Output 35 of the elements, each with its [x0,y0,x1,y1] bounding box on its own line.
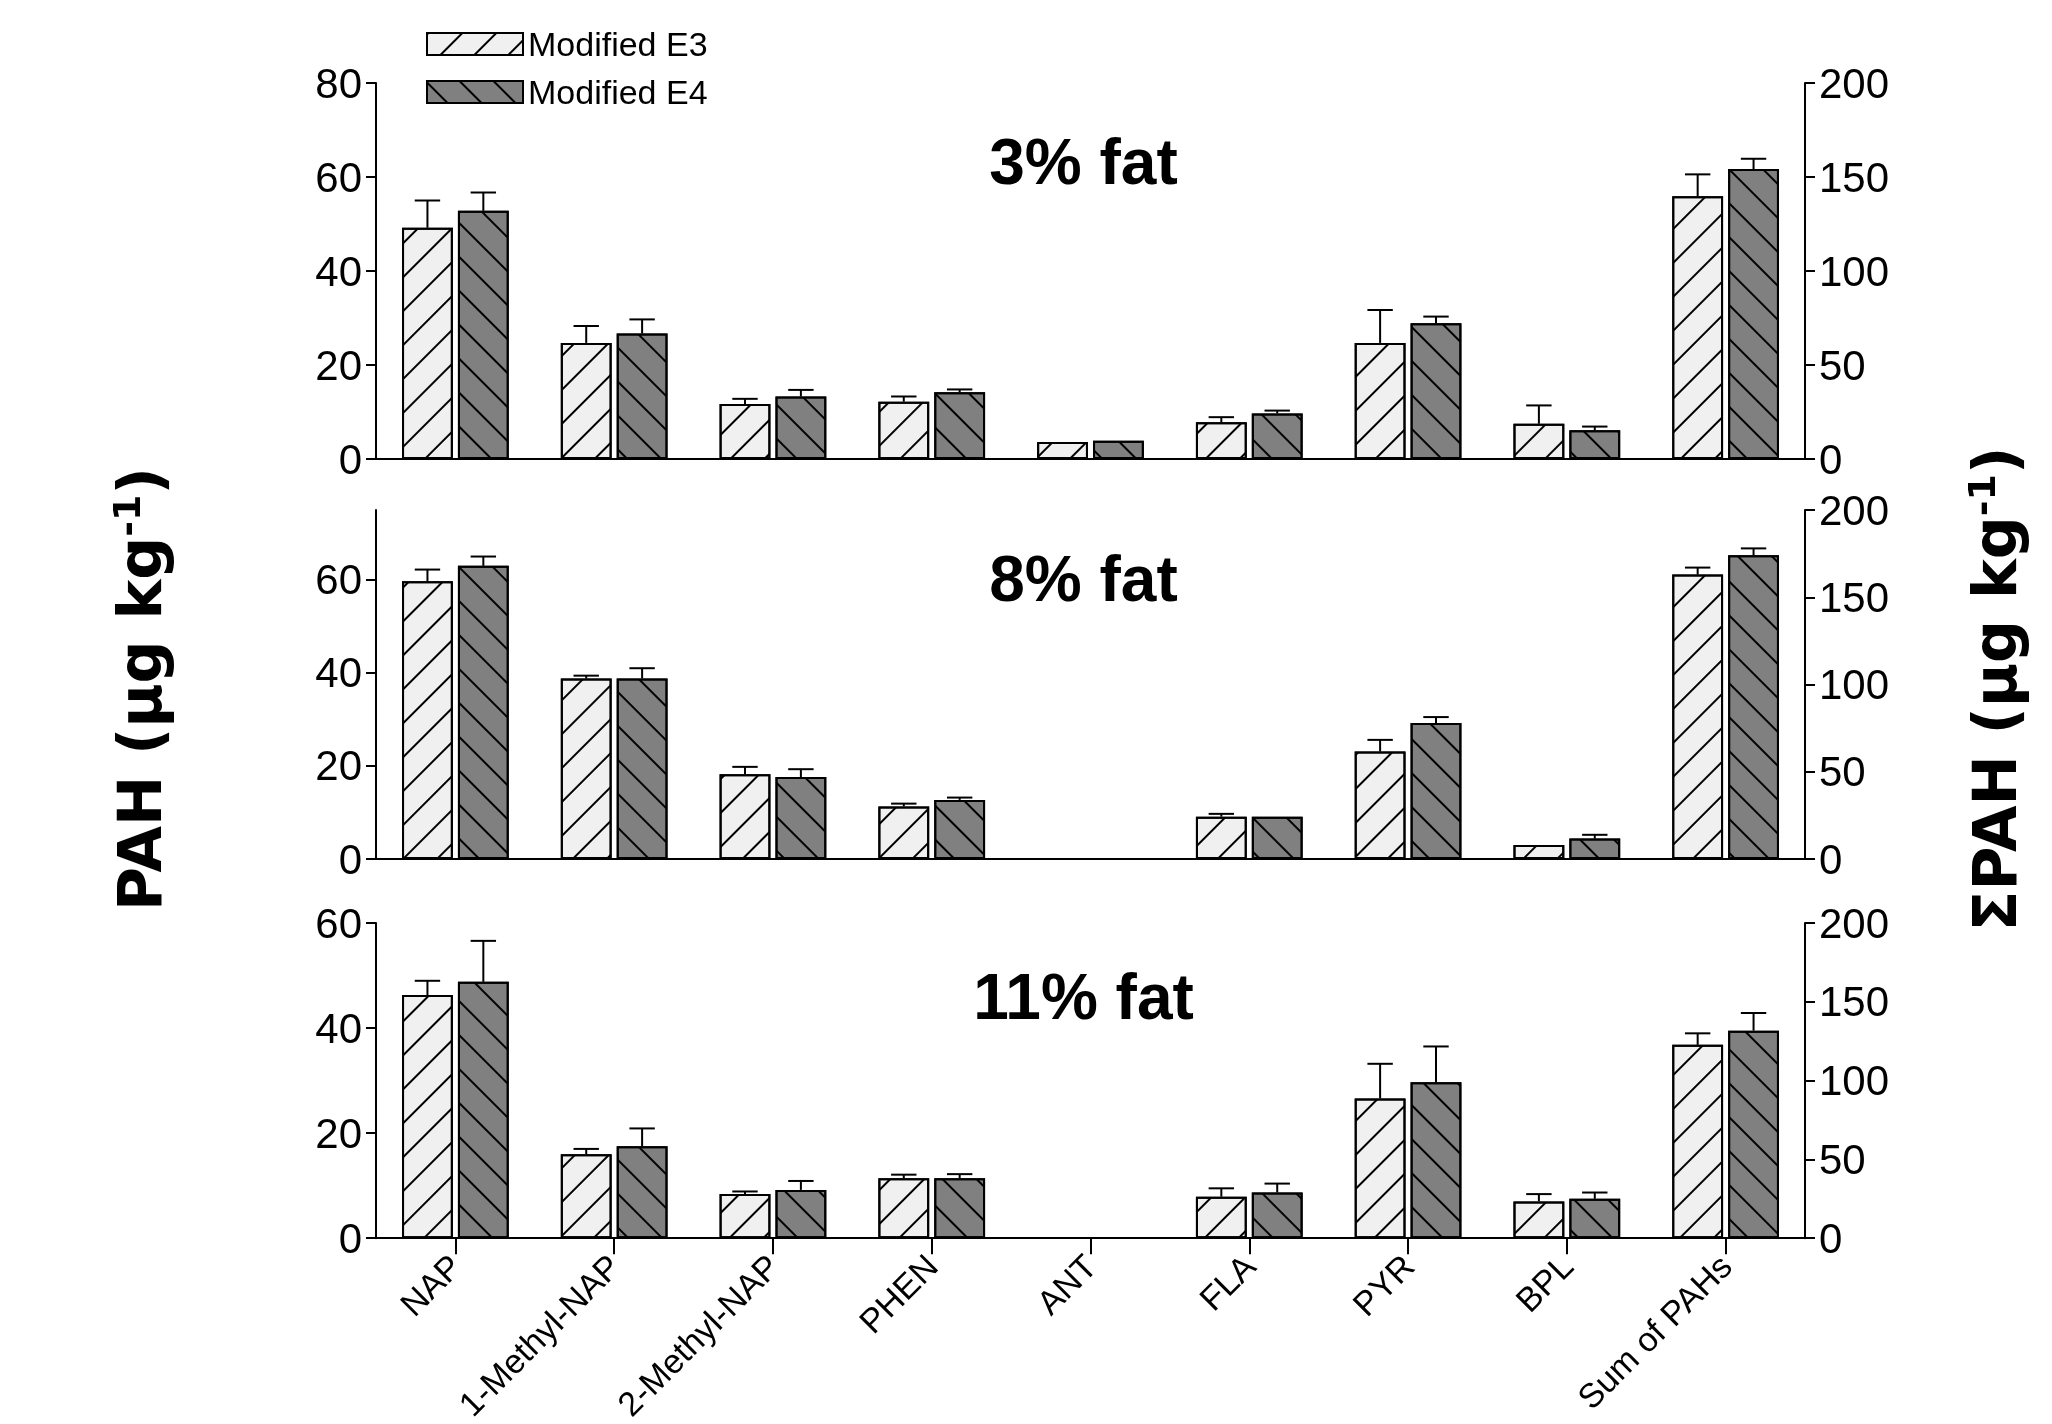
text: 8% fat [989,543,1178,615]
y2-tick-label: 100 [1819,661,1890,708]
legend-label: Modified E4 [528,73,708,111]
y-tick-label: 0 [338,435,362,483]
text: 11% fat [973,961,1194,1033]
legend-label: Modified E3 [528,25,708,63]
y2-tick-label: 200 [1819,486,1890,534]
x-tick-label: BPL [1507,1246,1581,1320]
y-tick-label: 80 [315,59,362,107]
y-tick-label: 60 [315,556,362,604]
y2-tick-label: 150 [1819,153,1890,201]
y2-tick-label: 0 [1819,435,1843,483]
y2-tick-label: 100 [1819,247,1890,295]
y2-tick-label: 200 [1819,59,1890,107]
text: 3% fat [989,126,1178,198]
y2-tick-label: 100 [1819,1057,1890,1105]
y-tick-label: 0 [338,835,362,883]
y-tick-label: 60 [315,153,362,201]
y-tick-label: 20 [315,341,362,389]
y-tick-label: 40 [315,649,362,697]
y-tick-label: 20 [315,1109,362,1157]
y2-tick-label: 50 [1819,748,1866,796]
y2-tick-label: 150 [1819,573,1890,621]
x-tick-label: FLA [1191,1246,1263,1318]
y2-tick-label: 150 [1819,978,1890,1026]
y2-tick-label: 50 [1819,341,1866,389]
y-tick-label: 40 [315,1004,362,1052]
y-tick-label: 20 [315,742,362,790]
y-tick-label: 0 [338,1214,362,1262]
y2-tick-label: 50 [1819,1135,1866,1183]
y-tick-label: 60 [315,899,362,947]
y-tick-label: 40 [315,247,362,295]
y2-tick-label: 0 [1819,835,1843,883]
y2-tick-label: 200 [1819,899,1890,947]
y2-tick-label: 0 [1819,1214,1843,1262]
